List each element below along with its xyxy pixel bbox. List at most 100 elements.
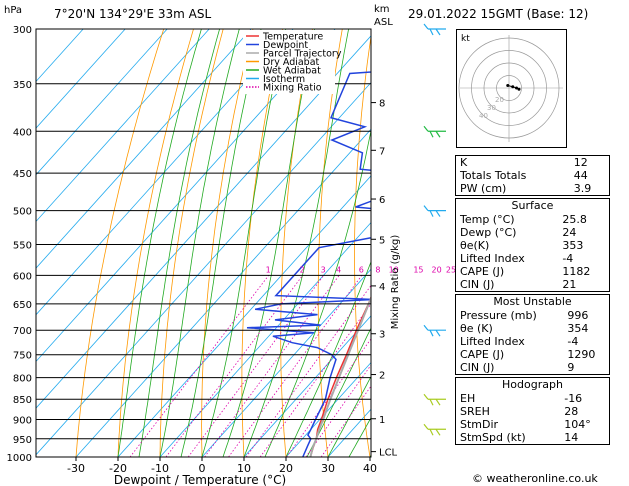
index-value: -16: [564, 392, 583, 405]
mixing-ratio-line: [165, 275, 303, 457]
surface-table: Temp (°C) 25.8 Dewp (°C) 24 θe(K) 353 Lifted I…: [456, 213, 609, 291]
index-value: 353: [562, 239, 584, 252]
isotherm-line: [36, 35, 371, 409]
height-unit-asl: ASL: [374, 17, 393, 28]
index-row: PW (cm) 3.9: [456, 182, 610, 196]
hodograph-ring-label: 30: [487, 104, 496, 112]
mixing-ratio-label: 20: [432, 265, 442, 274]
wind-barb: [423, 23, 446, 36]
height-label: LCL: [379, 448, 398, 459]
pressure-tick-label: 300: [13, 25, 32, 36]
x-tick-label: -20: [109, 462, 127, 475]
hodograph-ring-label: 40: [479, 112, 488, 120]
mixing-ratio-label: 15: [413, 265, 423, 274]
index-label: EH: [460, 392, 476, 405]
index-label: PW (cm): [460, 182, 507, 195]
mixing-ratio-label: 1: [266, 265, 271, 274]
pressure-unit-label: hPa: [4, 5, 23, 16]
mixing-ratio-label: 10: [389, 265, 399, 274]
index-label: θe (K): [460, 322, 493, 335]
index-row: θe (K) 354: [456, 322, 609, 335]
index-row: Dewp (°C) 24: [456, 226, 609, 239]
hodograph-point: [506, 84, 510, 87]
index-row: Lifted Index -4: [456, 252, 609, 265]
wet-adiabat-line: [306, 327, 371, 457]
mixing-ratio-axis-label: Mixing Ratio (g/kg): [390, 235, 401, 330]
mixing-ratio-label: 25: [446, 265, 456, 274]
pressure-tick-label: 550: [13, 240, 32, 251]
hodograph-panel: kt 20 30 40: [456, 29, 567, 148]
hodograph-units-label: kt: [461, 34, 470, 44]
mixing-ratio-label: 4: [336, 265, 341, 274]
dry-adiabat-line: [424, 29, 454, 457]
legend-entry: Dry Adiabat: [263, 57, 320, 68]
index-label: Lifted Index: [460, 335, 525, 348]
isotherm-line: [159, 221, 371, 457]
legend-entry: Mixing Ratio: [263, 83, 322, 94]
index-value: 44: [573, 169, 588, 182]
legend-entry: Wet Adiabat: [263, 66, 321, 77]
mixing-ratio-label: 8: [375, 265, 380, 274]
hodograph-table: EH -16 SREH 28 StmDir 104° StmSpd (kt) 14: [456, 392, 609, 444]
pressure-tick-label: 650: [13, 300, 32, 311]
pressure-tick-label: 900: [13, 416, 32, 427]
isotherm-line: [243, 315, 371, 457]
index-row: K 12: [456, 156, 610, 170]
index-value: 9: [567, 361, 575, 374]
index-row: SREH 28: [456, 405, 609, 418]
index-label: CIN (J): [460, 361, 495, 374]
index-row: EH -16: [456, 392, 609, 405]
index-label: CAPE (J): [460, 265, 505, 278]
index-row: θe(K) 353: [456, 239, 609, 252]
x-axis-label: Dewpoint / Temperature (°C): [114, 473, 286, 486]
index-value: 354: [567, 322, 589, 335]
mixing-ratio-line: [129, 275, 269, 457]
index-value: 21: [562, 278, 577, 291]
height-label: 7: [379, 146, 385, 157]
index-value: 3.9: [573, 182, 592, 195]
wet-adiabat-line: [327, 375, 371, 457]
copyright[interactable]: © weatheronline.co.uk: [472, 472, 598, 485]
most-unstable-title: Most Unstable: [493, 295, 572, 308]
surface-box: Surface Temp (°C) 25.8 Dewp (°C) 24 θe(K) 353…: [455, 198, 610, 292]
index-value: 1290: [567, 348, 596, 361]
x-tick-label: -30: [67, 462, 85, 475]
isotherm-line: [117, 175, 371, 457]
index-label: Totals Totals: [460, 169, 527, 182]
isotherm-line: [75, 128, 371, 457]
index-row: Totals Totals 44: [456, 169, 610, 182]
mixing-ratio-line: [187, 275, 324, 457]
most-unstable-table: Pressure (mb) 996 θe (K) 354 Lifted Index -4 C…: [456, 309, 609, 374]
index-label: CAPE (J): [460, 348, 505, 361]
hodograph-ring-label: 20: [495, 96, 504, 104]
legend-entry: Temperature: [262, 32, 323, 43]
wind-barb: [423, 423, 446, 436]
pressure-tick-label: 950: [13, 435, 32, 446]
mixing-ratio-line: [228, 275, 363, 457]
index-label: θe(K): [460, 239, 490, 252]
dry-adiabat-line: [117, 29, 194, 457]
dewpoint-line: [246, 71, 371, 457]
pressure-tick-label: 500: [13, 207, 32, 218]
index-value: -4: [562, 252, 574, 265]
general-indices-table: K 12 Totals Totals 44 PW (cm) 3.9: [455, 155, 610, 196]
index-row: StmSpd (kt) 14: [456, 431, 609, 444]
mixing-ratio-line: [259, 303, 371, 457]
mixing-ratio-line: [245, 284, 371, 457]
x-tick-label: 0: [199, 462, 206, 475]
index-value: 28: [564, 405, 579, 418]
index-value: 14: [564, 431, 579, 444]
isotherm-line: [36, 81, 371, 456]
x-tick-label: 30: [321, 462, 335, 475]
height-label: 2: [379, 371, 385, 382]
height-label: 8: [379, 99, 385, 110]
pressure-tick-label: 800: [13, 374, 32, 385]
index-value: 996: [567, 309, 589, 322]
x-tick-label: -10: [151, 462, 169, 475]
wind-barb: [423, 125, 446, 138]
index-label: SREH: [460, 405, 490, 418]
